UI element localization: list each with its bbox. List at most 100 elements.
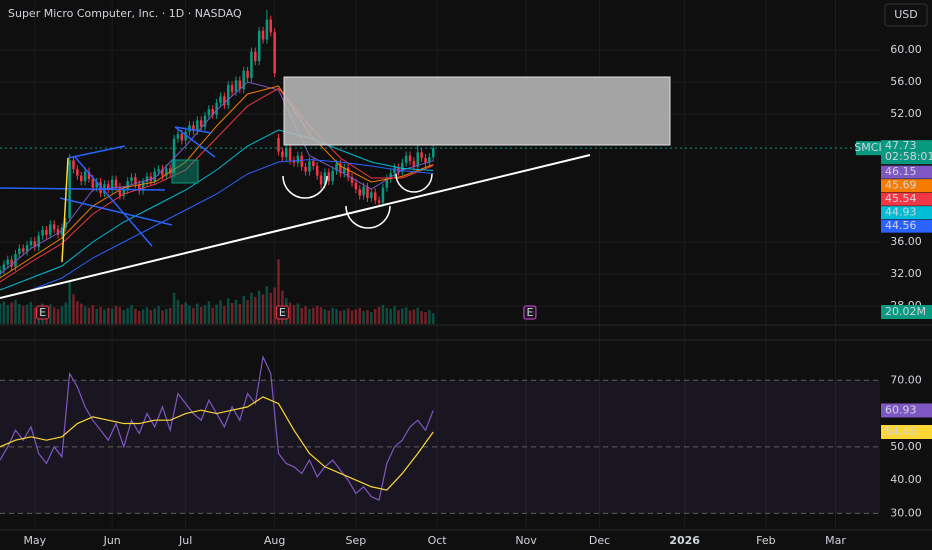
volume-bar xyxy=(420,311,423,324)
volume-bar xyxy=(161,310,164,324)
candle-body xyxy=(130,177,133,182)
candle-body xyxy=(25,245,29,252)
volume-bar xyxy=(234,299,238,324)
volume-bar xyxy=(339,311,342,324)
candle-body xyxy=(79,175,83,182)
candle-body xyxy=(188,125,191,132)
ma-label-box xyxy=(881,165,932,179)
volume-bar xyxy=(428,310,431,324)
candle-body xyxy=(397,167,400,172)
volume-bar xyxy=(122,310,126,324)
volume-bar xyxy=(56,308,60,324)
ma-label-box xyxy=(881,179,932,193)
candle-body xyxy=(373,192,377,201)
currency-button[interactable] xyxy=(884,3,928,27)
volume-bar xyxy=(431,313,435,324)
candle-body xyxy=(404,155,408,163)
volume-bar xyxy=(215,304,218,324)
x-tick-label: Aug xyxy=(264,534,285,547)
y-tick-label: 56.00 xyxy=(890,75,922,88)
ma-label-box xyxy=(881,206,932,220)
volume-bar xyxy=(269,292,273,324)
volume-bar xyxy=(366,310,369,324)
volume-bar xyxy=(331,307,334,324)
candle-body xyxy=(110,179,114,190)
volume-bar xyxy=(126,307,129,324)
volume-bar xyxy=(6,305,9,324)
candle-body xyxy=(145,176,149,182)
volume-bar xyxy=(110,308,114,324)
volume-bar xyxy=(401,308,404,324)
candle-body xyxy=(370,192,373,198)
candle-body xyxy=(87,171,91,179)
candle-body xyxy=(95,182,98,188)
x-tick-label: May xyxy=(23,534,46,547)
candle-body xyxy=(401,162,404,172)
drawings xyxy=(0,76,671,299)
candle-body xyxy=(122,190,126,196)
x-tick-label: Oct xyxy=(428,534,448,547)
shoulder-arc xyxy=(282,175,328,199)
volume-bar xyxy=(145,307,149,324)
earnings-marker xyxy=(275,305,289,320)
y-tick-label: 36.00 xyxy=(890,235,922,248)
candle-body xyxy=(184,131,187,141)
volume-bar xyxy=(304,306,307,324)
candle-body xyxy=(292,160,296,163)
volume-bar xyxy=(196,303,199,324)
y-tick-label: 30.00 xyxy=(890,506,922,519)
rsi-label-box xyxy=(881,403,932,418)
moving-average xyxy=(0,81,434,275)
volume-bar xyxy=(192,307,195,324)
candle-body xyxy=(176,134,180,139)
candle-body xyxy=(29,241,33,246)
ma-label: 46.15 xyxy=(885,165,917,178)
volume-bar xyxy=(254,297,257,324)
candle-body xyxy=(389,173,392,179)
x-tick-label: Mar xyxy=(825,534,846,547)
volume-bar xyxy=(114,306,118,324)
volume-bar xyxy=(327,310,331,324)
x-tick-label: Feb xyxy=(756,534,775,547)
candle-body xyxy=(308,161,311,172)
rsi-label-box xyxy=(881,425,932,440)
earnings-label: E xyxy=(526,306,533,319)
volume-bar xyxy=(33,307,37,324)
volume-bar xyxy=(203,305,207,324)
currency[interactable]: USD xyxy=(894,8,918,21)
volume-bar xyxy=(79,303,83,324)
volume-bar xyxy=(370,312,373,324)
candle-body xyxy=(33,241,37,247)
candle-body xyxy=(165,168,168,176)
moving-average xyxy=(0,85,434,279)
candle-body xyxy=(343,167,346,174)
volume-bar xyxy=(226,298,230,324)
volume-bar xyxy=(103,309,106,324)
candle-body xyxy=(114,179,118,187)
volume-bar xyxy=(300,307,303,324)
candle-body xyxy=(230,85,234,92)
candle-body xyxy=(91,178,95,188)
candle-body xyxy=(350,177,354,183)
x-tick-label: Nov xyxy=(515,534,537,547)
candle-body xyxy=(56,229,60,235)
candle-body xyxy=(141,182,145,191)
candle-body xyxy=(107,184,110,190)
candle-body xyxy=(76,169,79,176)
candle-body xyxy=(161,169,164,176)
volume-bar xyxy=(315,305,319,324)
volume-bar xyxy=(404,307,408,324)
flag-box xyxy=(171,159,199,184)
candle-body xyxy=(269,19,273,33)
candle-body xyxy=(219,96,222,103)
volume-bar xyxy=(323,309,327,324)
earnings-label: E xyxy=(279,306,286,319)
y-tick-label: 32.00 xyxy=(890,267,922,280)
candle-body xyxy=(323,172,327,185)
volume-bar xyxy=(134,308,137,324)
volume-bar xyxy=(107,307,110,324)
volume-bar xyxy=(137,311,141,324)
volume-bar xyxy=(14,299,17,324)
last-price: 47.73 xyxy=(885,139,917,152)
candle-body xyxy=(2,264,6,270)
